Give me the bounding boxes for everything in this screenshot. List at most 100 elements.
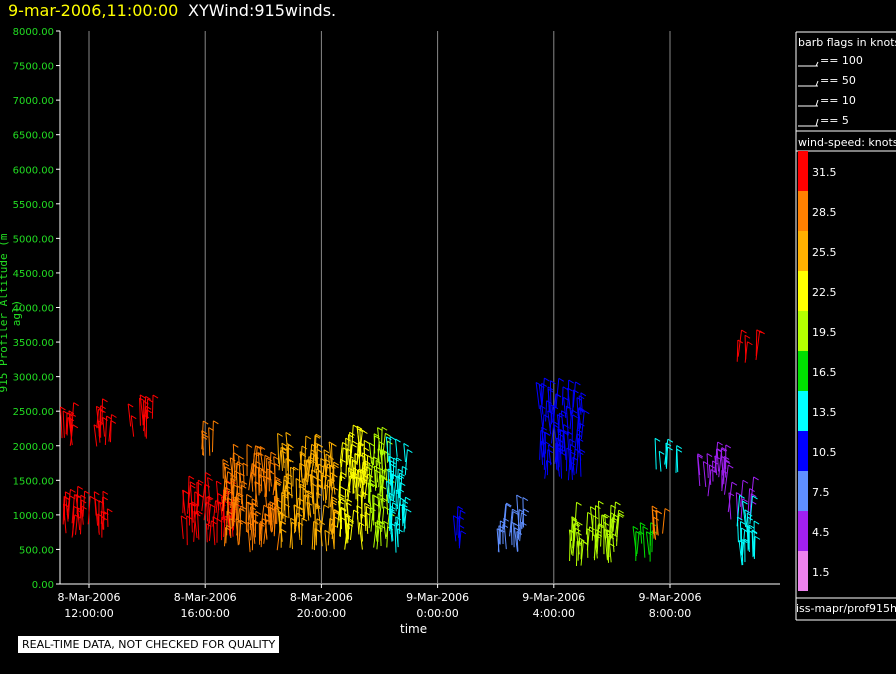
wind-barb [344,523,349,550]
wind-barb-flag [744,334,751,339]
wind-barb [302,494,305,513]
wind-barb [151,395,154,419]
wind-barb [190,503,193,533]
wind-barb [563,430,567,460]
wind-barb-flag [242,462,249,467]
wind-barb [62,410,65,438]
wind-barb-flag [610,512,617,517]
wind-barb-flag [697,453,703,458]
wind-barb-flag [102,398,108,403]
wind-barb [348,455,352,478]
wind-barb-flag [253,465,260,469]
wind-barb-flag [390,463,396,468]
wind-barb [387,468,390,499]
wind-barb-flag [512,511,519,515]
wind-barb [755,330,761,361]
wind-barb-flag [740,521,746,525]
wind-barb [509,509,513,537]
wind-barb-flag [367,473,374,478]
x-tick-time: 12:00:00 [64,607,113,620]
wind-barb-flag [575,527,581,532]
wind-barb-flag [225,466,231,471]
wind-barb [77,510,81,531]
wind-barb-flag [753,476,759,481]
wind-barb-flag [361,477,367,482]
speed-legend-label: 10.5 [812,446,837,459]
wind-barb [229,518,232,538]
wind-barb-flag [282,494,288,499]
wind-barb-flag [348,454,354,459]
wind-barb [651,506,654,534]
wind-barb [79,495,82,519]
wind-barb [612,533,615,552]
wind-barb [597,501,600,530]
wind-barb-flag [305,435,312,440]
wind-barb-flag [284,503,290,508]
wind-barb [76,486,79,514]
speed-swatch [798,391,808,431]
wind-barb-flag [100,409,106,413]
wind-barb-flag [202,420,209,425]
y-tick-label: 5000.00 [13,234,54,245]
wind-barb-flag [233,484,239,488]
wind-barb-flag [356,425,363,430]
wind-barb [139,397,141,426]
wind-barb-flag [460,509,466,514]
wind-barb [394,522,397,553]
wind-barb [522,497,525,528]
wind-barb-flag [98,500,105,505]
wind-barb [304,435,307,467]
wind-barb-flag [324,458,331,463]
wind-barb [292,467,294,487]
y-tick-label: 1000.00 [13,511,54,522]
wind-barb-flag [346,448,353,453]
wind-barb [251,465,255,484]
wind-barb [359,461,364,489]
wind-barb [102,417,106,437]
quality-warning: REAL-TIME DATA, NOT CHECKED FOR QUALITY [18,636,280,653]
wind-barb-flag [230,473,237,478]
wind-barb-flag [264,454,271,459]
wind-barb-flag [521,512,527,517]
wind-barb [67,495,71,520]
wind-barb [251,519,254,551]
wind-barb [606,533,609,561]
wind-barb-flag [297,512,303,517]
barb-sample-flag [815,99,819,107]
wind-barb [223,516,226,538]
wind-barb [260,469,263,492]
wind-barb-flag [316,449,323,453]
wind-barb [230,484,234,508]
wind-barb-flag [363,439,370,444]
wind-barb [265,468,268,497]
wind-barb [235,461,238,481]
wind-barb-flag [111,414,117,418]
y-tick-label: 7000.00 [13,96,54,107]
wind-barb-flag [742,498,748,503]
wind-barb-flag [110,420,117,424]
wind-barb-flag [191,501,198,506]
wind-barb [108,420,112,442]
wind-barb-flag [396,457,402,462]
wind-barb-flag [235,496,241,501]
speed-legend-title: wind-speed: knots [798,136,896,149]
wind-barb [385,436,390,462]
wind-barb [101,398,104,426]
wind-barb-flag [573,389,579,394]
wind-barb [330,443,333,469]
wind-barb [736,495,741,527]
wind-barb-flag [189,481,196,486]
wind-barb [572,457,575,476]
wind-barb-flag [66,412,73,417]
speed-legend-label: 13.5 [812,406,837,419]
wind-barb-flag [301,445,308,450]
wind-barb-flag [77,485,84,490]
wind-barb [68,417,73,446]
wind-barb [100,511,104,530]
wind-barb [229,457,234,486]
wind-barb-flag [503,517,510,522]
wind-barb [71,402,75,429]
wind-barb-flag [139,394,146,399]
wind-barb [314,434,317,462]
wind-barb [258,474,261,494]
